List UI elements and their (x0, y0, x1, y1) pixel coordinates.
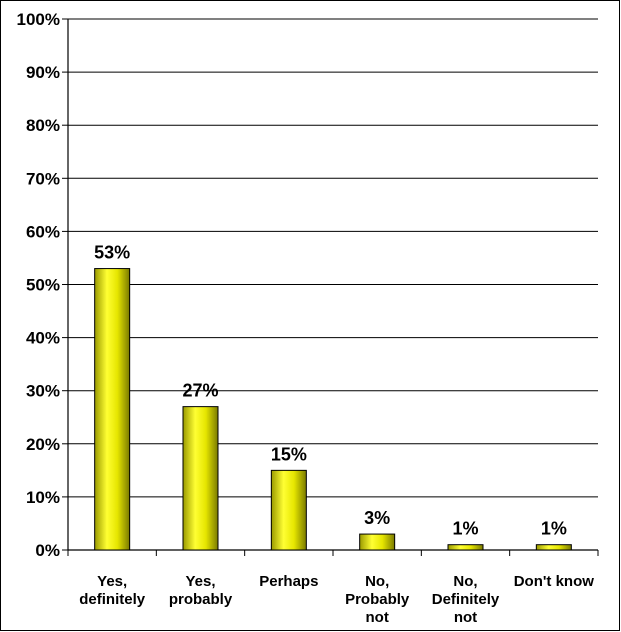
x-category-label-line: Yes, (185, 573, 215, 590)
x-category-label-line: Yes, (97, 573, 127, 590)
y-tick-label: 0% (35, 541, 60, 560)
bar (94, 268, 131, 551)
x-category-label-line: Don't know (514, 573, 595, 590)
data-label: 1% (452, 519, 478, 539)
y-tick-label: 40% (26, 329, 60, 348)
x-category-label-line: Definitely (432, 591, 500, 608)
data-labels: 53% 27% 15% 3% 1% 1% (94, 243, 567, 539)
x-category-label: No, Probably not (345, 573, 410, 626)
y-axis-tick-labels: 0% 10% 20% 30% 40% 50% 60% 70% 80% 90% 100% (17, 10, 60, 560)
x-category-label: Don't know (514, 573, 595, 590)
axes (62, 18, 599, 556)
y-tick-label: 50% (26, 276, 60, 295)
y-tick-label: 90% (26, 63, 60, 82)
y-tick-label: 30% (26, 382, 60, 401)
data-label: 15% (271, 444, 307, 464)
data-label: 27% (182, 381, 218, 401)
x-category-label: Yes, probably (169, 573, 233, 608)
x-category-label-line: not (366, 609, 389, 626)
bars (94, 268, 572, 551)
bar (270, 469, 307, 551)
data-label: 53% (94, 243, 130, 263)
x-category-label-line: definitely (79, 591, 146, 608)
bar (182, 406, 219, 551)
y-tick-label: 80% (26, 116, 60, 135)
y-tick-label: 70% (26, 169, 60, 188)
x-category-label-line: No, (453, 573, 477, 590)
data-label: 3% (364, 508, 390, 528)
bar (447, 544, 484, 551)
x-category-label: Perhaps (259, 573, 318, 590)
x-category-label-line: Probably (345, 591, 410, 608)
y-tick-label: 100% (17, 10, 60, 29)
y-tick-label: 10% (26, 488, 60, 507)
y-tick-label: 60% (26, 222, 60, 241)
x-category-label-line: not (454, 609, 477, 626)
x-category-label-line: Perhaps (259, 573, 318, 590)
data-label: 1% (541, 519, 567, 539)
bar (359, 533, 396, 551)
gridlines (68, 18, 598, 498)
bar (535, 544, 572, 551)
y-tick-label: 20% (26, 435, 60, 454)
x-category-label-line: probably (169, 591, 233, 608)
x-category-label-line: No, (365, 573, 389, 590)
x-category-label: Yes, definitely (79, 573, 146, 608)
x-category-label: No, Definitely not (432, 573, 500, 626)
